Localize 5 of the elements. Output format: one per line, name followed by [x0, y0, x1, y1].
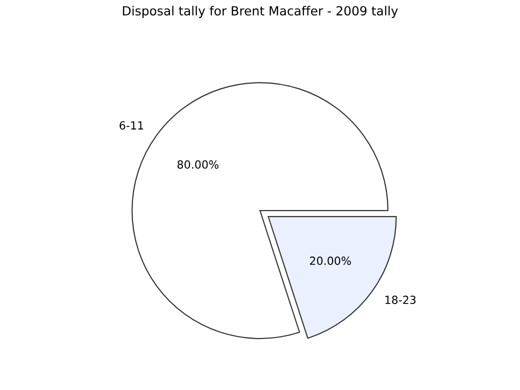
chart-title: Disposal tally for Brent Macaffer - 2009 tally	[122, 6, 398, 18]
data-label: 80.00%	[177, 160, 218, 169]
slice-label: 6-11	[120, 121, 144, 130]
slice-label: 18-23	[385, 296, 416, 304]
data-label: 20.00%	[310, 256, 351, 265]
